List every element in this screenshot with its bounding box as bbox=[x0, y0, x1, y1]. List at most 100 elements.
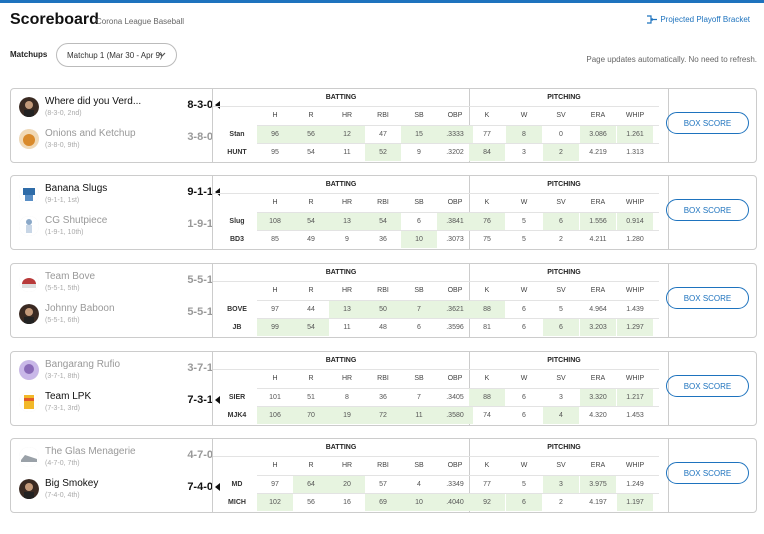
team-name[interactable]: Where did you Verd... bbox=[45, 96, 142, 107]
top-accent-bar bbox=[0, 0, 764, 3]
stat-cell: .3073 bbox=[446, 236, 464, 243]
column-header: ERA bbox=[590, 375, 606, 382]
column-header: ERA bbox=[590, 199, 606, 206]
column-header: ERA bbox=[590, 462, 606, 469]
stat-cell: 11 bbox=[401, 407, 437, 424]
team-row: Team Bove (5-5-1, 5th) 5-5-1 bbox=[19, 270, 219, 298]
stat-cell: .4040 bbox=[437, 494, 473, 511]
column-header: H bbox=[272, 199, 278, 206]
team-name[interactable]: The Glas Menagerie bbox=[45, 446, 136, 457]
team-row: Team LPK (7-3-1, 3rd) 7-3-1 bbox=[19, 390, 220, 418]
stat-cell: 44 bbox=[307, 306, 315, 313]
team-name[interactable]: Onions and Ketchup bbox=[45, 128, 136, 139]
stat-cell: 1.249 bbox=[626, 481, 644, 488]
stat-cell: 16 bbox=[343, 499, 351, 506]
team-score: 7-4-0 bbox=[187, 481, 213, 493]
stat-cell: 77 bbox=[483, 481, 491, 488]
column-header: HR bbox=[341, 287, 353, 294]
stat-cell: 72 bbox=[365, 407, 401, 424]
team-name[interactable]: Team Bove bbox=[45, 271, 96, 282]
team-record: (4-7-0, 7th) bbox=[45, 460, 80, 467]
column-header: SB bbox=[414, 287, 424, 294]
box-score-button[interactable]: BOX SCORE bbox=[666, 375, 749, 397]
stat-cell: 7 bbox=[417, 394, 421, 401]
winner-arrow-icon bbox=[215, 101, 220, 109]
matchup-card: Banana Slugs (9-1-1, 1st) 9-1-1 CG Shutpiec… bbox=[10, 175, 757, 250]
row-divider bbox=[257, 300, 659, 301]
column-header: R bbox=[308, 462, 314, 469]
team-abbr: Slug bbox=[229, 218, 245, 225]
row-divider bbox=[257, 143, 659, 144]
stat-cell: 48 bbox=[379, 324, 387, 331]
team-name[interactable]: Team LPK bbox=[45, 391, 92, 402]
matchup-select[interactable]: Matchup 1 (Mar 30 - Apr 9) bbox=[56, 43, 177, 67]
stat-cell: 6 bbox=[417, 218, 421, 225]
column-header: WHIP bbox=[625, 375, 645, 382]
pitching-header: PITCHING bbox=[547, 94, 581, 101]
stat-cell: 5 bbox=[522, 236, 526, 243]
column-header: W bbox=[520, 199, 528, 206]
stat-cell: .3202 bbox=[446, 149, 464, 156]
stat-cell: 69 bbox=[365, 494, 401, 511]
stat-cell: 1.453 bbox=[626, 412, 644, 419]
column-header: RBI bbox=[377, 375, 389, 382]
column-header: OBP bbox=[447, 375, 463, 382]
stat-cell: 10 bbox=[401, 494, 437, 511]
projected-playoff-label: Projected Playoff Bracket bbox=[660, 15, 750, 24]
row-divider bbox=[213, 369, 659, 370]
team-name[interactable]: Big Smokey bbox=[45, 478, 99, 489]
box-score-button[interactable]: BOX SCORE bbox=[666, 462, 749, 484]
pitching-header: PITCHING bbox=[547, 444, 581, 451]
stat-cell: 4 bbox=[543, 407, 579, 424]
team-row: The Glas Menagerie (4-7-0, 7th) 4-7-0 bbox=[19, 445, 219, 473]
box-score-button[interactable]: BOX SCORE bbox=[666, 287, 749, 309]
stat-cell: 6 bbox=[522, 412, 526, 419]
team-name[interactable]: Johnny Baboon bbox=[45, 303, 115, 314]
stat-cell: 97 bbox=[271, 481, 279, 488]
column-header: R bbox=[308, 375, 314, 382]
team-name[interactable]: Bangarang Rufio bbox=[45, 359, 121, 370]
column-header: WHIP bbox=[625, 199, 645, 206]
box-score-button[interactable]: BOX SCORE bbox=[666, 199, 749, 221]
team-score: 3-7-1 bbox=[187, 362, 213, 374]
team-name[interactable]: Banana Slugs bbox=[45, 183, 108, 194]
team-abbr: HUNT bbox=[227, 149, 247, 156]
box-score-button[interactable]: BOX SCORE bbox=[666, 112, 749, 134]
team-abbr: SIER bbox=[228, 394, 246, 401]
team-score: 4-7-0 bbox=[187, 449, 213, 461]
stat-cell: 5 bbox=[522, 481, 526, 488]
stat-cell: 3.086 bbox=[580, 126, 616, 143]
column-header: R bbox=[308, 199, 314, 206]
stat-cell: 52 bbox=[365, 144, 401, 161]
column-header: RBI bbox=[377, 287, 389, 294]
stat-cell: .3349 bbox=[446, 481, 464, 488]
stat-cell: 50 bbox=[365, 301, 401, 318]
stat-cell: 54 bbox=[293, 213, 329, 230]
row-divider bbox=[213, 456, 659, 457]
stat-cell: 1.297 bbox=[617, 319, 653, 336]
matchup-card: Where did you Verd... (8-3-0, 2nd) 8-3-0 On… bbox=[10, 88, 757, 163]
matchups-label: Matchups bbox=[10, 50, 48, 59]
stat-cell: 77 bbox=[483, 131, 491, 138]
column-header: W bbox=[520, 287, 528, 294]
column-header: K bbox=[484, 287, 490, 294]
stat-cell: 54 bbox=[307, 149, 315, 156]
winner-arrow-icon bbox=[215, 483, 220, 491]
stat-cell: 36 bbox=[379, 236, 387, 243]
team-score: 1-9-1 bbox=[187, 218, 213, 230]
team-record: (5-5-1, 5th) bbox=[45, 285, 80, 292]
winner-arrow-icon bbox=[215, 188, 220, 196]
stat-cell: 96 bbox=[257, 126, 293, 143]
column-header: HR bbox=[341, 462, 353, 469]
team-avatar bbox=[19, 184, 39, 204]
stat-cell: .3621 bbox=[437, 301, 473, 318]
column-header: RBI bbox=[377, 462, 389, 469]
column-header: SB bbox=[414, 199, 424, 206]
projected-playoff-link[interactable]: Projected Playoff Bracket bbox=[647, 15, 750, 24]
stat-cell: 85 bbox=[271, 236, 279, 243]
stat-cell: 0.914 bbox=[617, 213, 653, 230]
stat-cell: 92 bbox=[469, 494, 505, 511]
stat-cell: 56 bbox=[293, 126, 329, 143]
stats-table: BATTING PITCHING H R HR RBI SB OBP K W SV ERA WHIP St… bbox=[212, 89, 669, 162]
team-name[interactable]: CG Shutpiece bbox=[45, 215, 108, 226]
